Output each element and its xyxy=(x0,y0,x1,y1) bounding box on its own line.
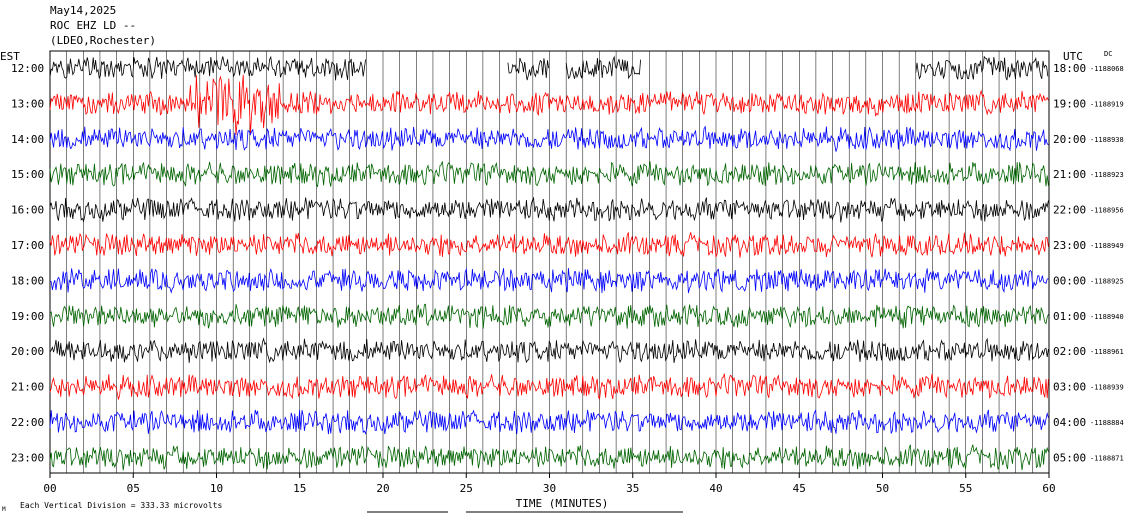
seismic-traces xyxy=(49,55,1049,471)
x-tick-label: 10 xyxy=(210,482,223,495)
plot-network: (LDEO,Rochester) xyxy=(50,34,156,47)
x-tick-label: 60 xyxy=(1042,482,1055,495)
dc-offset-label: -1188940 xyxy=(1090,313,1124,321)
x-tick-label: 50 xyxy=(876,482,889,495)
dc-offset-label: -1188961 xyxy=(1090,348,1124,356)
corner-mark: M xyxy=(2,506,6,513)
dc-offset-label: -1188871 xyxy=(1090,454,1124,462)
left-timezone-label: EST xyxy=(0,50,20,63)
x-tick-label: 45 xyxy=(793,482,806,495)
seismic-trace xyxy=(49,196,1049,223)
seismic-trace xyxy=(49,303,1049,329)
left-hour-label: 23:00 xyxy=(11,451,44,464)
seismic-trace xyxy=(915,55,1049,81)
left-hour-label: 14:00 xyxy=(11,133,44,146)
left-hour-label: 13:00 xyxy=(11,97,44,110)
left-hour-label: 12:00 xyxy=(11,62,44,75)
seismic-trace xyxy=(49,267,1049,294)
seismic-trace xyxy=(49,337,1049,364)
seismic-trace xyxy=(49,232,1049,258)
x-tick-label: 00 xyxy=(43,482,56,495)
left-hour-label: 21:00 xyxy=(11,381,44,394)
right-hour-label: 23:00 xyxy=(1053,239,1086,252)
x-tick-label: 05 xyxy=(127,482,140,495)
seismic-trace xyxy=(49,444,1049,471)
x-tick-label: 40 xyxy=(709,482,722,495)
dc-label: DC xyxy=(1104,50,1112,58)
dc-offset-label: -1188919 xyxy=(1090,100,1124,108)
right-hour-label: 03:00 xyxy=(1053,381,1086,394)
x-tick-label: 35 xyxy=(626,482,639,495)
x-tick-label: 55 xyxy=(959,482,972,495)
x-tick-label: 20 xyxy=(376,482,389,495)
plot-date: May14,2025 xyxy=(50,4,117,17)
dc-offset-label: -1188949 xyxy=(1090,242,1124,250)
seismic-trace xyxy=(507,57,550,81)
dc-offset-label: -1188956 xyxy=(1090,207,1124,215)
left-hour-label: 16:00 xyxy=(11,204,44,217)
plot-station: ROC EHZ LD -- xyxy=(50,19,137,32)
x-tick-label: 25 xyxy=(460,482,473,495)
right-hour-label: 18:00 xyxy=(1053,62,1086,75)
seismic-trace xyxy=(49,74,1049,135)
right-timezone-label: UTC xyxy=(1063,50,1083,63)
right-hour-label: 01:00 xyxy=(1053,310,1086,323)
right-hour-label: 05:00 xyxy=(1053,451,1086,464)
seismic-trace xyxy=(49,55,366,81)
seismic-trace xyxy=(49,161,1049,188)
right-hour-label: 04:00 xyxy=(1053,416,1086,429)
minute-gridlines xyxy=(66,51,1033,473)
dc-offset-label: -1188939 xyxy=(1090,384,1124,392)
left-hour-label: 22:00 xyxy=(11,416,44,429)
scale-note: Each Vertical Division = 333.33 microvol… xyxy=(20,501,222,510)
seismic-trace xyxy=(565,55,641,80)
x-tick-label: 30 xyxy=(543,482,556,495)
dc-offset-label: -1188884 xyxy=(1090,419,1124,427)
left-hour-label: 20:00 xyxy=(11,345,44,358)
dc-offset-label: -1188923 xyxy=(1090,171,1124,179)
right-hour-label: 00:00 xyxy=(1053,274,1086,287)
dc-offset-label: -1188938 xyxy=(1090,136,1124,144)
x-axis-label: TIME (MINUTES) xyxy=(516,497,609,510)
right-hour-label: 19:00 xyxy=(1053,97,1086,110)
x-tick-label: 15 xyxy=(293,482,306,495)
right-hour-label: 20:00 xyxy=(1053,133,1086,146)
left-hour-label: 17:00 xyxy=(11,239,44,252)
left-hour-label: 19:00 xyxy=(11,310,44,323)
x-axis-ticks: 00 05 10 15 20 25 30 35 40 45 50 55 60 xyxy=(43,473,1056,495)
seismic-trace xyxy=(49,125,1049,152)
dc-offset-label: -1188068 xyxy=(1090,65,1124,73)
right-hour-label: 22:00 xyxy=(1053,204,1086,217)
dc-offset-label: -1188925 xyxy=(1090,277,1124,285)
left-hour-label: 18:00 xyxy=(11,274,44,287)
right-hour-label: 21:00 xyxy=(1053,168,1086,181)
left-hour-label: 15:00 xyxy=(11,168,44,181)
right-hour-label: 02:00 xyxy=(1053,345,1086,358)
seismic-trace xyxy=(49,408,1049,435)
row-labels: 12:00 18:00 -1188068 13:00 19:00 -1188919 14:0… xyxy=(11,62,1124,464)
seismic-trace xyxy=(49,373,1049,400)
